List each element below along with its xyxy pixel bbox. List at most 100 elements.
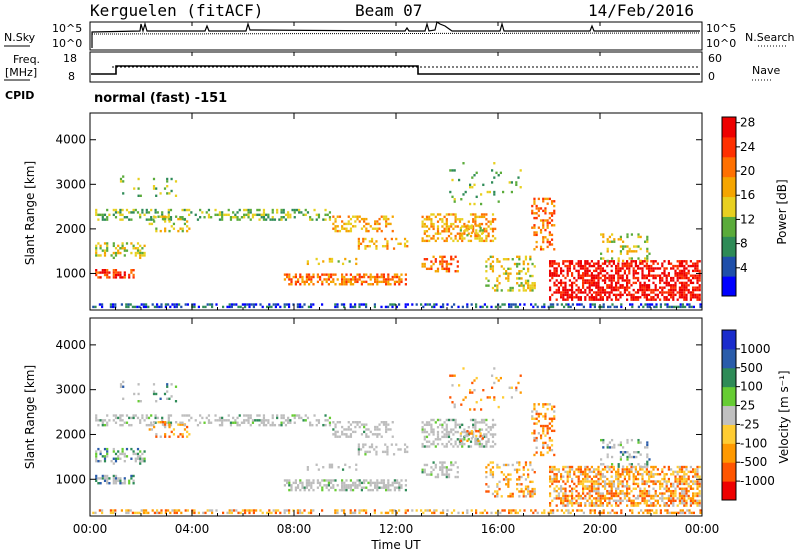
power-cell [535, 212, 538, 215]
velocity-cell [434, 463, 437, 467]
power-cell [667, 272, 670, 275]
power-cell [685, 286, 688, 289]
power-cell [132, 273, 135, 277]
velocity-cell [659, 480, 662, 483]
power-cell [588, 288, 591, 292]
power-cell [168, 192, 171, 195]
velocity-cell [312, 481, 315, 485]
velocity-cell [553, 477, 556, 481]
velocity-cell [597, 468, 600, 471]
power-cell [424, 303, 427, 306]
power-cell [229, 218, 233, 221]
power-cell [167, 211, 170, 214]
power-cell [648, 274, 651, 277]
velocity-cell [441, 426, 444, 429]
velocity-cell [699, 511, 702, 515]
velocity-cell [548, 436, 551, 440]
velocity-cell [542, 424, 545, 428]
power-cell [530, 303, 533, 306]
power-cell [683, 267, 686, 270]
velocity-cell [134, 459, 137, 463]
velocity-cell [360, 509, 363, 512]
power-cell [161, 211, 164, 214]
velocity-cell [472, 430, 475, 434]
velocity-cell [228, 509, 231, 512]
velocity-cell [640, 509, 643, 512]
power-cell [450, 222, 453, 226]
velocity-cell [683, 475, 686, 478]
power-cell [674, 274, 677, 277]
power-cell [365, 280, 368, 284]
power-cell [550, 233, 554, 237]
velocity-cell [520, 483, 523, 486]
velocity-cell [389, 428, 392, 431]
velocity-cell [623, 497, 626, 500]
power-cell [324, 213, 327, 217]
power-cell [323, 278, 326, 281]
power-cell [498, 260, 501, 263]
power-cell [101, 268, 104, 272]
power-cell [127, 303, 130, 306]
power-cell [445, 265, 448, 268]
velocity-cell [142, 509, 145, 512]
power-cell [621, 264, 624, 268]
power-cell [364, 247, 367, 250]
velocity-cell [553, 468, 556, 471]
velocity-cell [385, 488, 388, 492]
velocity-cell [527, 492, 530, 496]
velocity-cell [536, 511, 539, 515]
velocity-cell [689, 465, 692, 469]
power-cell [632, 293, 635, 297]
power-cell [579, 276, 582, 280]
velocity-cell [641, 465, 644, 469]
velocity-cell [214, 419, 217, 422]
power-cell [655, 305, 658, 309]
power-cell [681, 262, 684, 265]
velocity-cell [356, 479, 359, 482]
power-cell [599, 269, 602, 273]
velocity-cell [385, 421, 388, 424]
power-cell [223, 213, 226, 217]
power-cell [254, 213, 257, 217]
power-cell [610, 281, 613, 285]
velocity-cell [584, 473, 587, 476]
power-cell [659, 286, 662, 289]
power-cell [599, 272, 602, 275]
power-cell [381, 244, 385, 248]
power-cell [112, 242, 115, 245]
velocity-cell [593, 489, 596, 493]
velocity-cell [137, 392, 140, 396]
power-cell [475, 303, 478, 306]
power-cell [114, 271, 118, 274]
power-cell [196, 218, 200, 221]
velocity-cell [610, 497, 613, 500]
velocity-cell [597, 497, 600, 500]
power-cell [248, 305, 251, 309]
power-cell [286, 275, 289, 279]
power-cell [670, 291, 673, 294]
velocity-cell [362, 443, 365, 446]
velocity-cell [436, 418, 440, 422]
velocity-cell [430, 418, 433, 422]
power-cell [648, 305, 651, 309]
velocity-cell [626, 441, 629, 444]
power-cell [428, 227, 431, 231]
velocity-cell [297, 486, 300, 489]
velocity-cell [615, 477, 618, 481]
power-cell [112, 273, 115, 277]
velocity-cell [678, 475, 681, 478]
velocity-cell [612, 492, 615, 495]
power-cell [533, 248, 536, 251]
velocity-cell [367, 428, 370, 431]
velocity-cell [582, 485, 585, 488]
velocity-cell [358, 511, 361, 515]
velocity-cell [238, 414, 241, 417]
velocity-cell [130, 416, 133, 420]
power-cell [367, 222, 370, 226]
velocity-cell [685, 477, 688, 481]
power-cell [139, 256, 142, 260]
velocity-cell [132, 414, 135, 417]
velocity-cell [473, 388, 476, 392]
power-cell [681, 291, 684, 294]
velocity-cell [230, 509, 233, 512]
